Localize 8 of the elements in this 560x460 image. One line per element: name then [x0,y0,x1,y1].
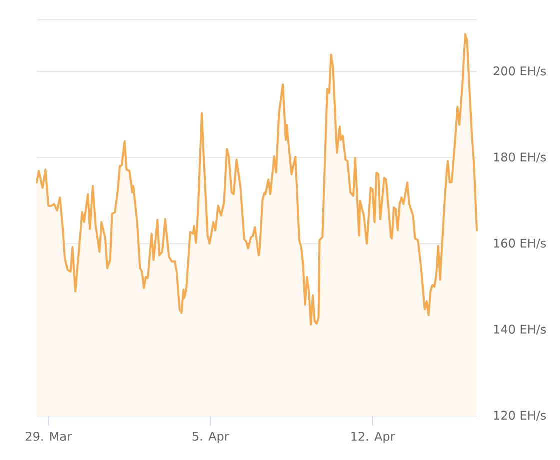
x-tick-label: 29. Mar [26,432,72,442]
y-tick-label: 160 EH/s [494,238,546,249]
y-tick-label: 140 EH/s [494,324,546,335]
x-tick-label: 12. Apr [352,432,396,444]
x-tick-label: 5. Apr [192,432,230,444]
y-tick-label: 180 EH/s [494,152,546,163]
y-tick-label: 120 EH/s [494,410,546,421]
y-tick-label: 200 EH/s [494,66,546,77]
